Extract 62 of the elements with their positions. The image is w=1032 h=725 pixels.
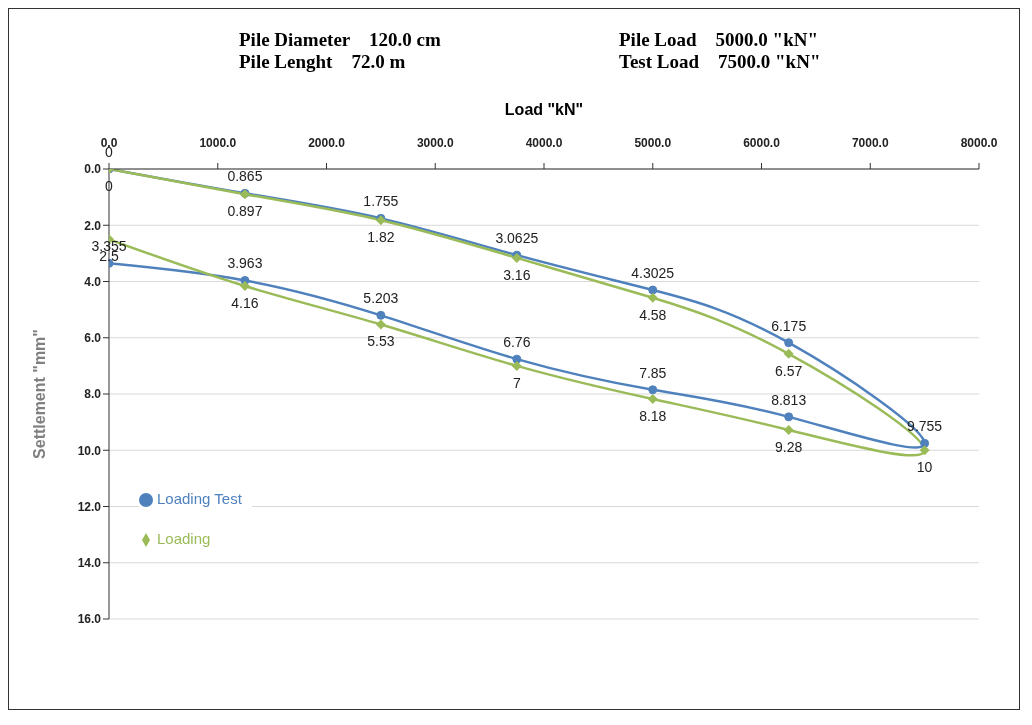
x-tick-label: 5000.0: [634, 136, 672, 150]
point: [647, 292, 658, 303]
x-tick-label: 4000.0: [525, 136, 563, 150]
data-label: 9.28: [775, 438, 803, 455]
point: [919, 445, 930, 456]
data-label: 7: [512, 374, 521, 391]
x-tick-label: 7000.0: [851, 136, 889, 150]
point: [784, 412, 794, 422]
y-tick-label: 0.0: [84, 162, 102, 177]
y-tick-label: 10.0: [77, 443, 102, 458]
data-label: 10: [916, 459, 933, 476]
data-label: 0.897: [227, 203, 263, 220]
point: [784, 338, 794, 348]
y-tick-label: 4.0: [84, 274, 102, 289]
legend-label: Loading: [157, 530, 211, 547]
data-label: 8.813: [771, 391, 807, 408]
x-tick-label: 3000.0: [416, 136, 454, 150]
data-label: 3.963: [227, 255, 263, 272]
data-label: 5.203: [363, 290, 399, 307]
point: [512, 354, 522, 364]
y-tick-label: 8.0: [84, 387, 102, 402]
x-tick-label: 2000.0: [308, 136, 346, 150]
data-label: 7.85: [639, 364, 667, 381]
point: [648, 385, 658, 395]
legend-label: Loading Test: [157, 490, 242, 507]
data-label: 0.865: [227, 168, 263, 185]
data-label: 1.755: [363, 193, 399, 210]
data-label: 1.82: [367, 229, 395, 246]
y-tick-label: 16.0: [77, 612, 102, 627]
text: Pile Lenght 72.0 m: [239, 51, 407, 73]
point: [376, 310, 386, 320]
text: Pile Load 5000.0 "kN": [619, 29, 819, 51]
point: [920, 438, 930, 448]
data-label: 6.76: [503, 334, 531, 351]
x-axis-title: Load "kN": [503, 101, 585, 119]
point: [648, 285, 658, 295]
data-label: 6.57: [775, 362, 803, 379]
y-tick-label: 12.0: [77, 499, 102, 514]
data-label: 3.16: [503, 266, 531, 283]
point: [783, 425, 794, 435]
data-label: 6.175: [771, 317, 807, 334]
data-label: 4.16: [231, 294, 259, 311]
point: [783, 348, 794, 359]
point: [647, 394, 658, 405]
y-tick-label: 2.0: [84, 218, 102, 233]
x-tick-label: 8000.0: [960, 136, 998, 150]
data-label: 4.58: [639, 306, 667, 323]
point: [375, 319, 386, 330]
y-tick-label: 6.0: [84, 331, 102, 346]
data-label: 8.18: [639, 408, 667, 424]
text: Pile Diameter 120.0 cm: [239, 29, 442, 51]
y-axis-title: Settlement "mm": [30, 329, 48, 459]
point: [239, 281, 250, 291]
x-tick-label: 1000.0: [199, 136, 237, 150]
text: Test Load 7500.0 "kN": [619, 51, 822, 73]
y-tick-label: 14.0: [77, 556, 102, 571]
data-label: 5.53: [367, 333, 395, 350]
x-tick-label: 6000.0: [743, 136, 781, 150]
data-label: 4.3025: [631, 265, 675, 282]
data-label: 3.0625: [495, 230, 539, 247]
point: [511, 360, 522, 371]
data-label: 0: [105, 177, 114, 194]
